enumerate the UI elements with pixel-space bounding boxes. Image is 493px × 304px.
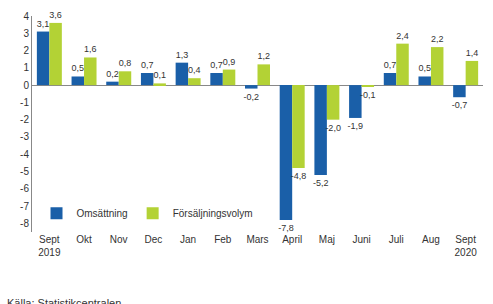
svg-text:1,6: 1,6 bbox=[84, 44, 97, 54]
svg-text:Juli: Juli bbox=[389, 234, 404, 245]
svg-text:-7: -7 bbox=[20, 201, 29, 212]
svg-text:-5: -5 bbox=[20, 166, 29, 177]
svg-text:1,4: 1,4 bbox=[466, 48, 479, 58]
svg-text:-0,2: -0,2 bbox=[243, 92, 259, 102]
svg-text:Dec: Dec bbox=[145, 234, 163, 245]
svg-text:1: 1 bbox=[23, 62, 29, 73]
svg-text:3,6: 3,6 bbox=[49, 10, 62, 20]
svg-text:0,7: 0,7 bbox=[384, 60, 397, 70]
svg-text:0,7: 0,7 bbox=[141, 60, 154, 70]
svg-text:Försäljningsvolym: Försäljningsvolym bbox=[173, 208, 253, 219]
svg-text:2: 2 bbox=[23, 45, 29, 56]
svg-text:0,7: 0,7 bbox=[210, 60, 223, 70]
svg-text:Omsättning: Omsättning bbox=[77, 208, 128, 219]
svg-text:2,4: 2,4 bbox=[396, 31, 409, 41]
svg-text:-7,8: -7,8 bbox=[278, 223, 294, 233]
svg-text:Jan: Jan bbox=[180, 234, 196, 245]
svg-text:1,2: 1,2 bbox=[257, 51, 270, 61]
svg-text:-1: -1 bbox=[20, 97, 29, 108]
svg-text:Sept2019: Sept2019 bbox=[38, 234, 61, 258]
svg-text:0,5: 0,5 bbox=[72, 63, 85, 73]
svg-text:2,2: 2,2 bbox=[431, 34, 444, 44]
svg-text:-6: -6 bbox=[20, 183, 29, 194]
svg-text:-8: -8 bbox=[20, 218, 29, 229]
svg-text:-0,1: -0,1 bbox=[360, 90, 376, 100]
svg-text:4: 4 bbox=[23, 11, 29, 22]
svg-text:0,8: 0,8 bbox=[119, 58, 132, 68]
svg-text:-0,7: -0,7 bbox=[452, 100, 468, 110]
svg-text:Feb: Feb bbox=[214, 234, 232, 245]
svg-text:-5,2: -5,2 bbox=[313, 178, 329, 188]
svg-text:-1,9: -1,9 bbox=[348, 121, 364, 131]
svg-text:-4: -4 bbox=[20, 149, 29, 160]
svg-text:April: April bbox=[282, 234, 302, 245]
svg-text:Juni: Juni bbox=[352, 234, 370, 245]
svg-text:Mars: Mars bbox=[246, 234, 268, 245]
svg-text:0,4: 0,4 bbox=[188, 65, 201, 75]
svg-text:3,1: 3,1 bbox=[37, 19, 50, 29]
svg-text:Källa: Statistikcentralen: Källa: Statistikcentralen bbox=[7, 297, 121, 304]
svg-text:-4,8: -4,8 bbox=[291, 171, 307, 181]
svg-text:1,3: 1,3 bbox=[176, 50, 189, 60]
svg-text:-2,0: -2,0 bbox=[325, 123, 341, 133]
svg-text:3: 3 bbox=[23, 28, 29, 39]
svg-text:-2: -2 bbox=[20, 114, 29, 125]
svg-text:Aug: Aug bbox=[422, 234, 440, 245]
svg-text:0,9: 0,9 bbox=[223, 57, 236, 67]
svg-text:0,5: 0,5 bbox=[418, 63, 431, 73]
svg-text:Nov: Nov bbox=[110, 234, 128, 245]
svg-text:-3: -3 bbox=[20, 131, 29, 142]
svg-text:0: 0 bbox=[23, 80, 29, 91]
svg-text:Okt: Okt bbox=[76, 234, 92, 245]
svg-text:Sept2020: Sept2020 bbox=[455, 234, 478, 258]
svg-text:Maj: Maj bbox=[319, 234, 335, 245]
svg-text:0,1: 0,1 bbox=[153, 70, 166, 80]
svg-text:0,2: 0,2 bbox=[106, 69, 119, 79]
